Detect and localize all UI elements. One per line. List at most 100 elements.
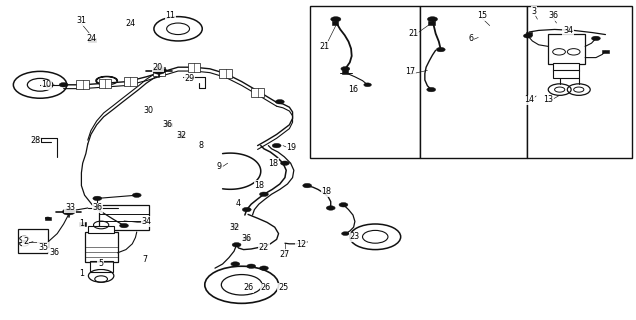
Circle shape bbox=[303, 183, 312, 188]
Text: 17: 17 bbox=[405, 68, 415, 76]
Bar bbox=[79, 222, 86, 226]
Circle shape bbox=[341, 67, 350, 71]
Text: 2: 2 bbox=[23, 237, 28, 246]
Bar bbox=[553, 70, 579, 78]
Circle shape bbox=[259, 192, 268, 196]
Text: 5: 5 bbox=[98, 260, 103, 268]
Circle shape bbox=[427, 17, 438, 22]
Circle shape bbox=[132, 193, 141, 197]
Text: 3: 3 bbox=[532, 7, 537, 16]
Bar bbox=[90, 261, 113, 272]
Text: 36: 36 bbox=[162, 120, 172, 129]
Circle shape bbox=[272, 143, 281, 148]
Bar bbox=[188, 63, 200, 72]
Circle shape bbox=[427, 87, 436, 92]
Bar bbox=[153, 67, 165, 76]
Bar bbox=[602, 50, 609, 53]
Circle shape bbox=[45, 217, 50, 220]
Text: 24: 24 bbox=[125, 20, 135, 28]
Bar bbox=[88, 38, 96, 42]
Bar bbox=[342, 70, 348, 74]
Bar bbox=[88, 226, 114, 233]
Text: 18: 18 bbox=[321, 188, 331, 196]
Text: 20: 20 bbox=[153, 63, 163, 72]
Text: 30: 30 bbox=[143, 106, 153, 115]
Text: 12: 12 bbox=[296, 240, 306, 249]
Circle shape bbox=[158, 68, 167, 73]
Text: 26: 26 bbox=[261, 284, 271, 292]
Text: 1: 1 bbox=[79, 220, 84, 228]
Circle shape bbox=[232, 243, 241, 247]
Circle shape bbox=[93, 196, 102, 201]
Bar bbox=[165, 123, 172, 126]
Text: 32: 32 bbox=[229, 223, 239, 232]
Text: 31: 31 bbox=[76, 16, 86, 25]
Bar bbox=[99, 205, 149, 230]
Bar bbox=[553, 63, 579, 71]
Circle shape bbox=[62, 209, 75, 215]
Text: 11: 11 bbox=[165, 12, 176, 20]
Text: 24: 24 bbox=[86, 34, 96, 43]
Bar bbox=[548, 34, 585, 64]
Text: 36: 36 bbox=[242, 234, 252, 243]
Text: 21: 21 bbox=[319, 42, 329, 51]
Text: 33: 33 bbox=[65, 204, 75, 212]
Text: 34: 34 bbox=[563, 26, 573, 35]
Text: 23: 23 bbox=[350, 232, 360, 241]
Bar bbox=[420, 6, 527, 158]
Text: 34: 34 bbox=[141, 217, 151, 226]
Circle shape bbox=[247, 264, 256, 268]
Text: 15: 15 bbox=[477, 12, 487, 20]
Bar bbox=[526, 32, 532, 35]
Bar bbox=[219, 69, 232, 78]
Circle shape bbox=[436, 47, 445, 52]
Circle shape bbox=[326, 206, 335, 210]
Bar bbox=[332, 21, 338, 25]
Circle shape bbox=[120, 223, 128, 228]
Text: 18: 18 bbox=[268, 159, 279, 168]
Circle shape bbox=[331, 17, 341, 22]
Bar bbox=[18, 229, 48, 253]
Text: 4: 4 bbox=[236, 199, 241, 208]
Bar bbox=[527, 6, 632, 158]
Circle shape bbox=[364, 83, 371, 87]
Bar bbox=[251, 88, 264, 97]
Text: 18: 18 bbox=[254, 181, 265, 190]
Circle shape bbox=[342, 232, 349, 236]
Text: 35: 35 bbox=[38, 243, 48, 252]
Bar bbox=[310, 6, 420, 158]
Text: 8: 8 bbox=[198, 141, 204, 150]
Text: 19: 19 bbox=[286, 143, 296, 152]
Text: 14: 14 bbox=[524, 95, 534, 104]
Bar bbox=[45, 217, 51, 220]
Text: 13: 13 bbox=[543, 95, 553, 104]
Bar bbox=[429, 21, 436, 25]
Text: 10: 10 bbox=[41, 80, 52, 89]
Text: 16: 16 bbox=[348, 85, 358, 94]
Bar bbox=[76, 80, 89, 89]
Circle shape bbox=[591, 36, 600, 41]
Text: 7: 7 bbox=[142, 255, 148, 264]
Text: 1: 1 bbox=[79, 269, 84, 278]
Bar bbox=[244, 236, 251, 240]
Circle shape bbox=[280, 161, 289, 165]
Text: 6: 6 bbox=[468, 34, 473, 43]
Bar bbox=[85, 232, 118, 262]
Text: 25: 25 bbox=[278, 284, 288, 292]
Circle shape bbox=[231, 262, 240, 266]
Bar bbox=[124, 77, 137, 86]
Text: 22: 22 bbox=[259, 244, 269, 252]
Text: 28: 28 bbox=[30, 136, 40, 145]
Bar bbox=[99, 79, 111, 88]
Bar bbox=[230, 224, 238, 227]
Text: 32: 32 bbox=[176, 132, 186, 140]
Text: 36: 36 bbox=[92, 204, 102, 212]
Circle shape bbox=[275, 100, 284, 104]
Text: 9: 9 bbox=[217, 162, 222, 171]
Text: 27: 27 bbox=[280, 250, 290, 259]
Bar bbox=[178, 133, 184, 137]
Text: 21: 21 bbox=[408, 29, 418, 38]
Text: 36: 36 bbox=[548, 12, 558, 20]
Text: 26: 26 bbox=[243, 284, 253, 292]
Text: 29: 29 bbox=[184, 74, 195, 83]
